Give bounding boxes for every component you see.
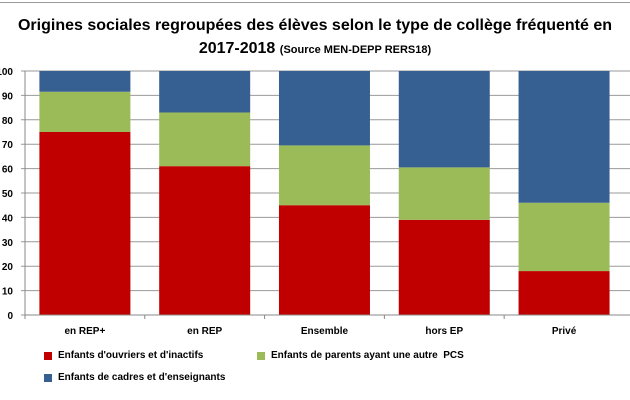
x-tick-label: hors EP bbox=[425, 326, 463, 337]
bar-segment bbox=[39, 132, 131, 315]
bar-segment bbox=[39, 71, 131, 92]
legend-label: Enfants de parents ayant une autre PCS bbox=[271, 350, 464, 361]
chart-title-text: Origines sociales regroupées des élèves … bbox=[17, 17, 612, 57]
legend-swatch bbox=[44, 351, 52, 360]
bar-segment bbox=[398, 167, 490, 220]
legend-swatch bbox=[44, 373, 52, 382]
y-tick-label: 30 bbox=[2, 238, 14, 249]
bar-segment bbox=[278, 145, 370, 206]
bar-segment bbox=[398, 219, 490, 315]
bar-segment bbox=[518, 71, 610, 203]
bar-segment bbox=[159, 166, 251, 315]
y-tick-label: 10 bbox=[2, 287, 14, 298]
bar-segment bbox=[398, 71, 490, 168]
y-tick-label: 90 bbox=[2, 91, 14, 102]
top-border bbox=[0, 2, 630, 3]
x-tick-label: en REP bbox=[187, 326, 222, 337]
y-tick-label: 70 bbox=[2, 140, 14, 151]
legend-label: Enfants de cadres et d'enseignants bbox=[58, 372, 226, 383]
bar-segment bbox=[159, 71, 251, 113]
x-tick-label: Privé bbox=[552, 326, 577, 337]
legend-item-0: Enfants d'ouvriers et d'inactifs bbox=[44, 350, 203, 361]
bar-segment bbox=[278, 205, 370, 315]
y-tick-label: 20 bbox=[2, 262, 14, 273]
bar-segment bbox=[518, 271, 610, 315]
bar-segment bbox=[39, 91, 131, 132]
bar-segment bbox=[159, 112, 251, 167]
chart-title: Origines sociales regroupées des élèves … bbox=[0, 14, 630, 62]
bar-segment bbox=[518, 202, 610, 272]
y-tick-label: 50 bbox=[2, 189, 14, 200]
legend-swatch bbox=[257, 351, 265, 360]
y-tick-label: 100 bbox=[0, 67, 13, 78]
legend-label: Enfants d'ouvriers et d'inactifs bbox=[58, 350, 204, 361]
legend-item-2: Enfants de cadres et d'enseignants bbox=[44, 372, 225, 383]
y-tick-label: 80 bbox=[2, 116, 14, 127]
chart-subtitle: (Source MEN-DEPP RERS18) bbox=[279, 44, 432, 56]
bar-segment bbox=[278, 71, 370, 146]
x-tick-label: en REP+ bbox=[64, 326, 105, 337]
y-tick-label: 40 bbox=[2, 213, 14, 224]
y-tick-label: 60 bbox=[2, 165, 14, 176]
x-tick-label: Ensemble bbox=[301, 326, 349, 337]
legend-item-1: Enfants de parents ayant une autre PCS bbox=[257, 350, 464, 361]
y-tick-label: 0 bbox=[7, 311, 13, 322]
